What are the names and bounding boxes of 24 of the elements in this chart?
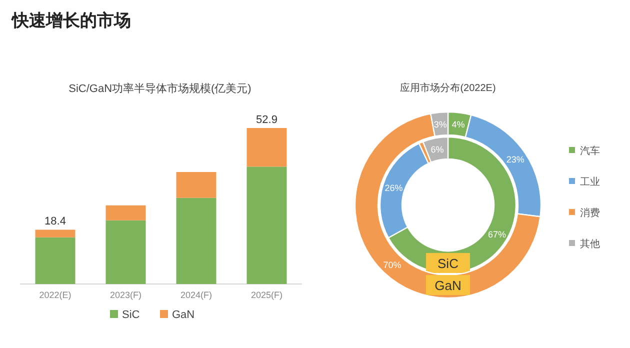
x-tick-label: 2025(F) [250,290,283,300]
chart-title: SiC/GaN功率半导体市场规模(亿美元) [68,82,252,95]
data-label: 70% [383,260,402,270]
slice-label: SiC [438,256,458,271]
legend-label: GaN [172,309,195,321]
x-tick-label: 2022(E) [39,290,72,300]
slice-label: GaN [434,278,462,293]
legend-label: 其他 [580,238,600,250]
data-label: 3% [434,119,447,130]
data-label: 26% [384,182,403,193]
data-label: 6% [430,144,444,155]
data-label: 67% [488,230,506,240]
legend-label: 汽车 [580,145,600,157]
chart-title: 应用市场分布(2022E) [400,82,496,94]
x-tick-label: 2023(F) [110,290,142,300]
legend-label: 消费 [580,207,600,219]
legend-label: SiC [122,309,140,321]
annotation: 18.4 [44,216,66,228]
legend-label: 工业 [580,176,600,188]
x-tick-label: 2024(F) [180,290,212,300]
heading: 快速增长的市场 [12,11,131,30]
data-label: 23% [506,154,524,165]
data-label: 4% [452,120,465,130]
annotation: 52.9 [256,114,278,126]
